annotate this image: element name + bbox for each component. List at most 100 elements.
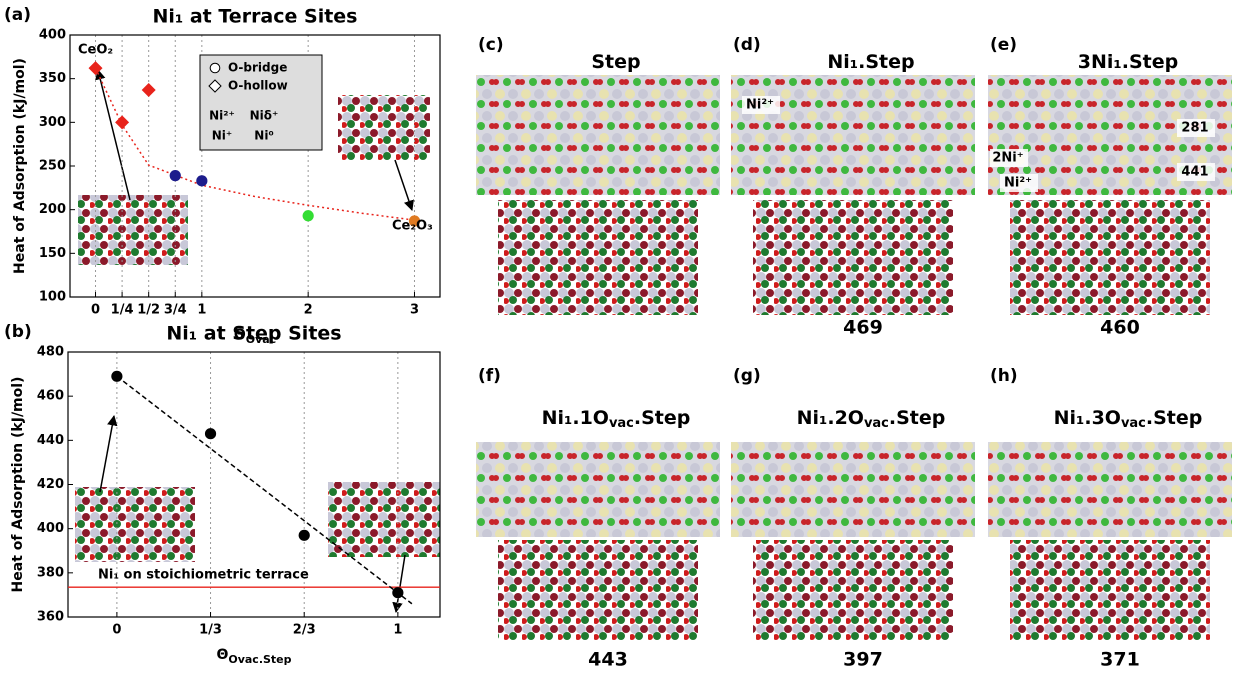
panel-title-part: .Step (889, 407, 945, 429)
data-point (302, 210, 314, 222)
panel-label: (e) (990, 35, 1017, 55)
annotation: 281 (1181, 121, 1208, 136)
panel-label: (g) (733, 366, 761, 386)
x-tick-label: 1/3 (199, 623, 222, 638)
plot-frame (67, 351, 441, 618)
y-tick-label: 380 (37, 565, 64, 580)
inset-image (78, 195, 188, 265)
annotation-bg (1000, 174, 1038, 192)
panel-title: Step (591, 51, 640, 73)
x-axis-label-main: Θ (216, 647, 228, 663)
annotation: 2Ni⁺ (992, 151, 1023, 166)
annotation: Ni²⁺ (1004, 176, 1032, 191)
x-tick-label: 3 (410, 303, 419, 318)
adsorption-energy: 460 (1100, 317, 1140, 339)
legend-marker (209, 62, 221, 74)
inset-image (338, 95, 430, 160)
arrow (392, 554, 406, 614)
x-tick-label: 1 (197, 303, 206, 318)
annotation: Ni²⁺ (746, 98, 774, 113)
x-axis-label-sub: Ovac.Step (228, 653, 291, 666)
y-tick-label: 360 (37, 610, 64, 625)
y-tick-label: 100 (39, 290, 66, 305)
legend-label: O-bridge (228, 61, 287, 75)
side-view-image (1010, 200, 1210, 315)
panel-title-part: Ni₁.3O (1054, 407, 1121, 429)
panel-title: 3Ni₁.Step (1078, 51, 1178, 73)
x-axis-label: ΘOvac (234, 327, 276, 346)
x-axis-label-sub: Ovac (246, 333, 276, 346)
annotation-bg (1177, 119, 1215, 137)
panel-title-part: Ni₁.2O (797, 407, 864, 429)
arrow (394, 159, 414, 211)
legend-label: Ni⁰ (254, 129, 273, 143)
panel-title-part: Step (591, 51, 640, 73)
annotation: Ce₂O₃ (392, 219, 433, 234)
panel-label: (f) (478, 366, 501, 386)
data-point (392, 587, 404, 599)
top-view-image (731, 442, 975, 537)
plot-frame (69, 34, 441, 298)
annotation: 441 (1181, 165, 1208, 180)
chart-title: Ni₁ at Terrace Sites (153, 6, 358, 28)
x-tick-label: 1 (393, 623, 402, 638)
panel-label: (h) (990, 366, 1018, 386)
x-tick-label: 1/2 (137, 303, 160, 318)
fit-curve (94, 67, 415, 221)
data-point (111, 370, 123, 382)
side-view-image (498, 200, 698, 315)
x-tick-label: 0 (91, 303, 100, 318)
side-view-image (753, 540, 953, 640)
y-axis-label: Heat of Adsorption (kJ/mol) (12, 58, 28, 274)
panel-title-part: vac (1121, 416, 1146, 431)
top-view-image (731, 75, 975, 195)
x-axis-label-main: Θ (234, 327, 246, 343)
panel-title: Ni₁.Step (827, 51, 914, 73)
legend-label: Ni²⁺ (209, 109, 235, 123)
annotation-bg (742, 96, 780, 114)
panel-title: Ni₁.2Ovac.Step (797, 407, 946, 431)
x-tick-label: 2/3 (293, 623, 316, 638)
panel-label: (b) (4, 322, 32, 342)
y-tick-label: 250 (39, 159, 66, 174)
data-point (169, 170, 181, 182)
data-point (141, 83, 156, 98)
y-tick-label: 480 (37, 345, 64, 360)
y-tick-label: 400 (39, 28, 66, 43)
chart-title: Ni₁ at Step Sites (166, 323, 341, 345)
panel-title-part: Ni₁.Step (827, 51, 914, 73)
fit-curve (116, 375, 413, 605)
arrow (99, 414, 118, 493)
x-tick-label: 0 (112, 623, 121, 638)
x-tick-label: 1/4 (111, 303, 134, 318)
adsorption-energy: 443 (588, 649, 628, 671)
x-tick-label: 3/4 (164, 303, 187, 318)
top-view-image (476, 75, 720, 195)
legend-marker (208, 79, 222, 93)
side-view-image (1010, 540, 1210, 640)
panel-label: (c) (478, 35, 504, 55)
side-view-image (753, 200, 953, 315)
legend-label: O-hollow (228, 79, 288, 93)
annotation-bg (1177, 163, 1215, 181)
adsorption-energy: 469 (843, 317, 883, 339)
top-view-image (988, 442, 1232, 537)
reference-label: Ni₁ on stoichiometric terrace (98, 568, 309, 583)
y-tick-label: 300 (39, 115, 66, 130)
top-view-image (476, 442, 720, 537)
data-point (298, 529, 310, 541)
side-view-image (498, 540, 698, 640)
inset-image (75, 487, 195, 562)
y-tick-label: 150 (39, 246, 66, 261)
legend-label: Ni⁺ (212, 129, 233, 143)
annotation: CeO₂ (78, 43, 113, 58)
y-tick-label: 440 (37, 433, 64, 448)
panel-title-part: .Step (634, 407, 690, 429)
inset-image (328, 482, 440, 557)
y-tick-label: 420 (37, 477, 64, 492)
x-tick-label: 2 (304, 303, 313, 318)
arrow (95, 68, 131, 201)
panel-title-part: Ni₁.1O (542, 407, 609, 429)
